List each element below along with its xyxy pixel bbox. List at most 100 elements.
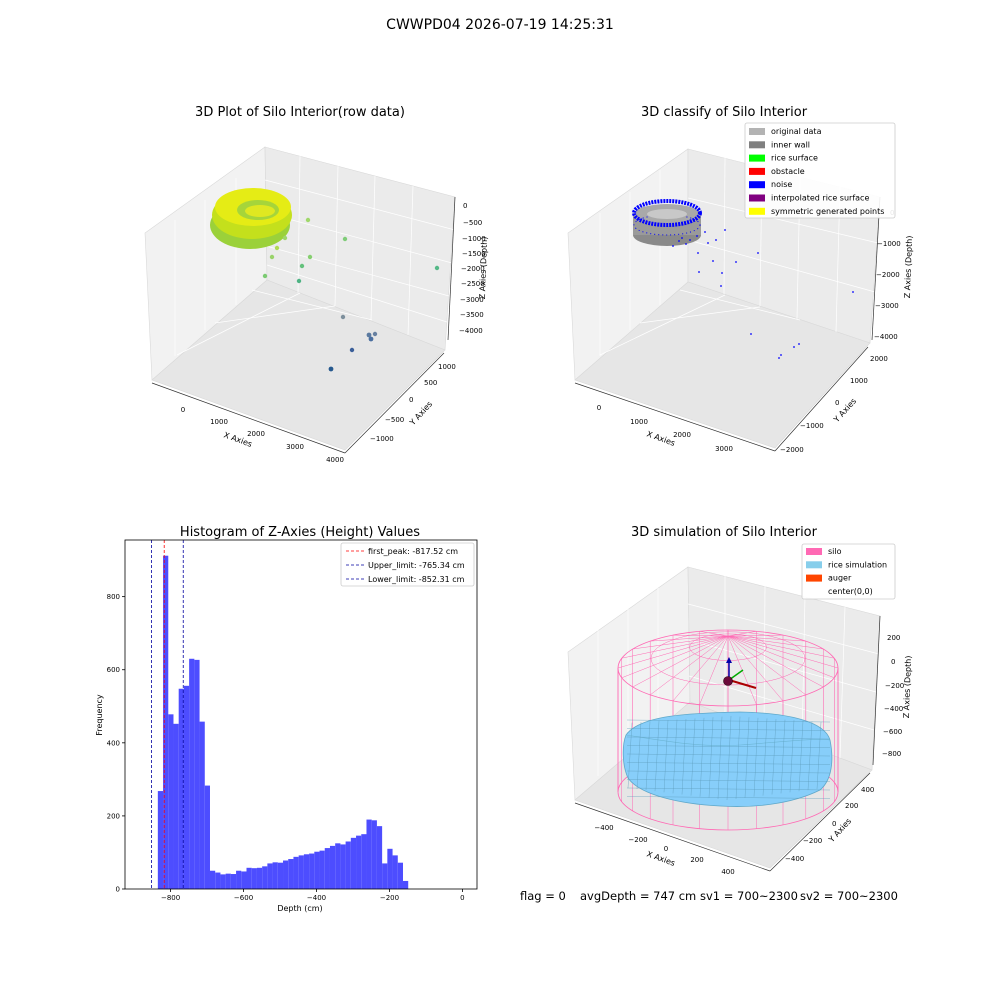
figure-title: CWWPD04 2026-07-19 14:25:31 [386,17,614,33]
histogram-bar [183,685,190,889]
rice-mesh-line [771,718,777,795]
panel-classify: 3D classify of Silo Interior [567,105,914,454]
rice-mesh-line [636,721,642,790]
silo-roof-spoke [727,635,824,650]
row-data-zlabel: Z Axies (Depth) [478,236,489,299]
histogram-ytick-label: 800 [107,593,120,601]
histogram-bar [314,851,320,889]
histogram-xtick-label: 0 [460,894,464,902]
histogram-bar [236,870,242,889]
silo-roof-spoke [672,634,729,637]
silo-roof-spoke [727,631,757,637]
classify-xlabel: X Axies [645,429,676,448]
ztick: −4000 [459,327,483,335]
ztick: −4000 [874,333,898,341]
ytick: −400 [785,855,804,863]
classify-zlabel: Z Axies (Depth) [903,235,914,298]
histogram-bar [293,856,299,889]
xtick: 0 [181,406,185,414]
silo-roof-spoke [632,635,729,688]
histogram-bar [283,860,289,889]
rice-mesh-line [726,715,732,801]
legend-swatch [806,561,822,569]
status-sv2: sv2 = 700~2300 [800,889,898,903]
xtick: 0 [597,404,601,412]
xtick: 200 [690,856,703,864]
ytick: −500 [385,416,404,424]
ztick: −3000 [460,296,484,304]
legend-entry: obstacle [771,167,805,176]
silo-roof-spoke [727,635,806,642]
histogram-title: Histogram of Z-Axies (Height) Values [180,525,420,540]
ztick: −2500 [461,280,485,288]
legend-entry: auger [828,574,852,583]
simulation-ylabel: Y Axies [826,817,853,845]
ztick: −2000 [876,271,900,279]
histogram-bar [402,880,409,889]
rice-mesh-line [626,796,831,799]
histogram-xtick-label: −200 [380,894,399,902]
simulation-xlabel: X Axies [645,849,676,868]
histogram-bar [189,658,195,889]
legend-entry: noise [771,180,792,189]
histogram-bar [324,848,330,889]
legend-swatch [749,181,765,189]
legend-swatch [749,141,765,149]
ztick: 0 [891,658,895,666]
xtick: 400 [721,868,734,876]
classify-axes [574,196,881,452]
auger-marker [723,657,757,689]
legend-swatch [749,167,765,175]
panel-row-data: 3D Plot of Silo Interior(row data) [144,105,489,464]
ytick: −200 [803,837,822,845]
histogram-bar [209,870,216,889]
silo-roof-spoke [672,635,729,702]
simulation-xticks: −400 −200 0 200 400 [594,824,734,876]
histogram-bar [298,855,304,889]
histogram-bar [356,835,362,889]
classify-noise [672,229,854,359]
histogram-bar [340,844,346,889]
ytick: 0 [832,820,836,828]
histogram-xtick-label: −800 [161,894,180,902]
row-data-outliers [262,217,440,372]
xtick: −200 [628,836,647,844]
histogram-ylabel: Frequency [95,694,104,736]
status-sv1: sv1 = 700~2300 [700,889,798,903]
histogram-bar [251,868,257,889]
ytick: 500 [424,379,437,387]
histogram-bar [382,863,388,889]
xtick: 2000 [247,430,265,438]
simulation-zticks: 200 0 −200 −400 −600 −800 [882,634,904,758]
ztick: −1000 [462,235,486,243]
silo-roof-spoke [727,635,784,702]
simulation-axes [574,615,881,872]
silo-roof-spoke [650,635,729,696]
legend-upper-limit: Upper_limit: -765.34 cm [368,561,465,570]
rice-mesh-line [626,787,831,791]
silo-roof-spoke [632,635,729,650]
pane-floor [574,281,871,449]
histogram-bar [345,841,351,889]
histogram-bar [272,862,278,889]
histogram-legend: first_peak: -817.52 cm Upper_limit: -765… [340,542,475,587]
histogram-bar [157,791,164,889]
row-data-zticks: 0 −500 −1000 −1500 −2000 −2500 −3000 −35… [459,202,486,335]
histogram-bar [392,855,398,889]
xtick: −400 [594,824,613,832]
histogram-bar [376,826,383,889]
pane-row-data [144,146,456,451]
xtick: 0 [664,845,668,853]
histogram-bar [319,850,325,889]
row-data-yticks: 1000 500 0 −500 −1000 [370,363,456,443]
histogram-frame [124,539,478,890]
ytick: −1000 [800,422,824,430]
silo-roof-spoke [727,635,835,679]
silo-roof-spoke [727,635,824,688]
classify-wall [632,199,702,246]
rice-mesh-line [753,717,759,797]
rice-mesh-line [690,718,696,796]
xtick: 3000 [715,445,733,453]
classify-legend: original data inner wall rice surface obsta… [744,122,896,219]
